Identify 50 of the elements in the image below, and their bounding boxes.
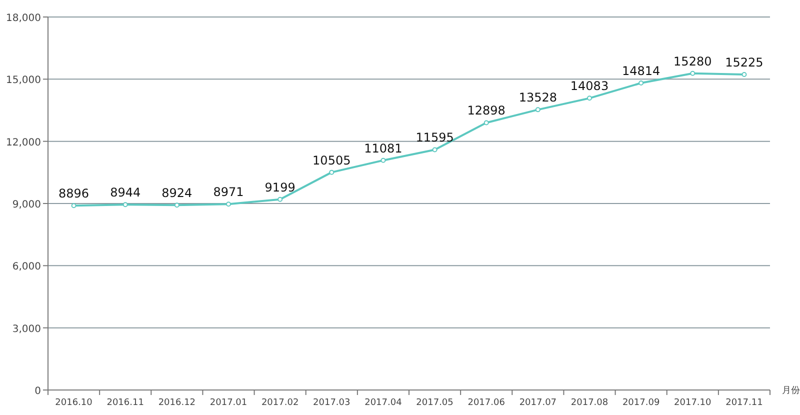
point	[226, 202, 231, 207]
x-tick-label: 2017.07	[519, 398, 557, 408]
data-label: 8924	[162, 186, 192, 200]
x-tick-label: 2017.05	[416, 398, 454, 408]
y-tick-label: 9,000	[12, 200, 41, 210]
x-tick-label: 2017.04	[364, 398, 402, 408]
data-label: 13528	[518, 90, 558, 105]
y-tick-label: 3,000	[12, 324, 41, 335]
data-label: 8896	[58, 186, 90, 201]
data-label: 9199	[264, 180, 296, 194]
point	[638, 80, 644, 86]
data-label: 10505	[312, 153, 351, 168]
y-tick-label: 0	[34, 386, 41, 397]
x-tick-label: 2017.08	[570, 398, 608, 408]
point	[380, 158, 386, 163]
data-label: 11081	[364, 141, 402, 156]
x-tick-label: 2016.10	[55, 398, 93, 408]
y-tick-label: 18,000	[6, 13, 41, 24]
point	[432, 147, 438, 152]
point	[174, 202, 180, 208]
point	[535, 107, 540, 112]
data-label: 14814	[622, 64, 660, 78]
point	[690, 70, 696, 76]
x-axis-title: 月份	[782, 385, 800, 396]
point	[329, 170, 334, 175]
data-label: 8944	[110, 186, 141, 200]
x-tick-label: 2017.10	[674, 398, 712, 408]
data-label: 8971	[213, 185, 244, 200]
y-tick-label: 12,000	[6, 137, 41, 148]
x-tick-label: 2017.02	[261, 398, 299, 408]
data-label: 15225	[725, 56, 764, 70]
point	[278, 196, 283, 202]
data-label: 15280	[674, 54, 712, 68]
data-label: 11595	[416, 130, 454, 145]
x-tick-label: 2017.11	[726, 398, 763, 408]
point	[742, 72, 747, 78]
x-tick-label: 2016.12	[158, 398, 196, 408]
x-tick-label: 2017.06	[468, 398, 506, 408]
x-tick-label: 2017.01	[210, 398, 248, 408]
data-label: 14083	[570, 79, 609, 94]
x-tick-label: 2017.09	[622, 398, 660, 408]
point	[71, 203, 76, 208]
data-label: 12898	[467, 104, 506, 118]
x-tick-label: 2016.11	[106, 398, 144, 408]
point	[122, 202, 128, 208]
x-tick-label: 2017.03	[313, 398, 350, 408]
y-tick-label: 15,000	[6, 75, 41, 86]
y-tick-label: 6,000	[12, 262, 41, 273]
point	[587, 96, 592, 101]
point	[484, 120, 489, 126]
